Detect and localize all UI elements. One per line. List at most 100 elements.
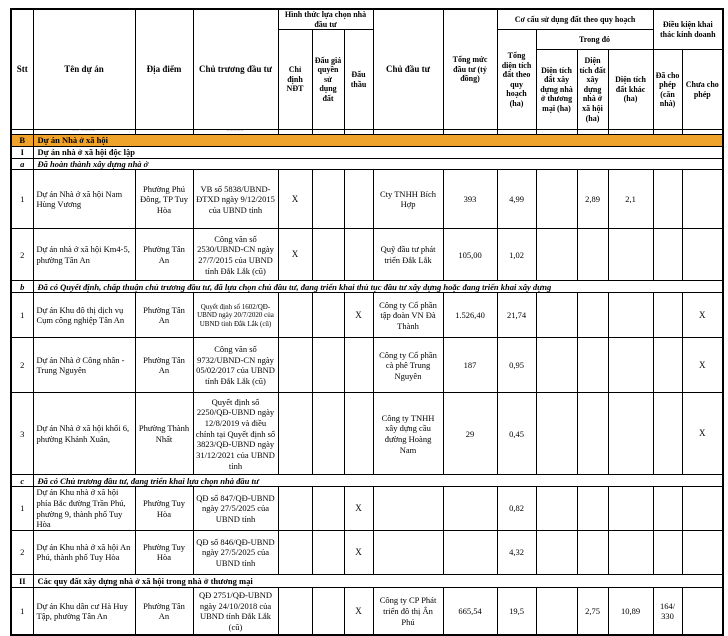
cell-project-name: Dự án Khu đô thị dịch vụ Cụm công nghiệp…: [32, 292, 136, 339]
cell-total-investment: 105,00: [442, 228, 498, 282]
header-total-investment: Tổng mức đầu tư (tỷ đồng): [442, 8, 498, 131]
cell-allowed: [652, 337, 683, 394]
cell-land-auction: [311, 169, 345, 230]
cell-land-total: 1,02: [496, 228, 537, 282]
project-row: 1 Dự án Khu đô thị dịch vụ Cụm công nghi…: [10, 292, 724, 339]
header-direct-assignment: Chỉ định NĐT: [277, 29, 313, 131]
cell-investor: Quỹ đầu tư phát triển Đắk Lắk: [372, 228, 444, 282]
cell-land-commercial: [535, 169, 578, 230]
cell-project-name: Dự án Khu dân cư Hà Huy Tập, phường Tân …: [32, 586, 136, 636]
cell-policy: VB số 5838/UBND-ĐTXD ngày 9/12/2015 của …: [192, 169, 279, 230]
header-selection-form-group: Hình thức lựa chọn nhà đầu tư: [277, 8, 374, 31]
cell-land-total: 0,45: [496, 392, 537, 476]
cell-bidding: X: [343, 292, 374, 339]
cell-not-allowed: X: [681, 337, 724, 394]
cell-land-total: 21,74: [496, 292, 537, 339]
section-stt: c: [10, 474, 34, 488]
cell-land-total: 19,5: [496, 586, 537, 636]
cell-location: Phường Thành Nhất: [134, 392, 194, 476]
cell-location: Phường Tân An: [134, 228, 194, 282]
cell-project-name: Dự án Khu nhà ở xã hội An Phú, thành phố…: [32, 529, 136, 575]
cell-project-name: Dự án Khu nhà ở xã hội phía Bắc đường Tr…: [32, 486, 136, 531]
cell-land-commercial: [535, 392, 578, 476]
cell-stt: 1: [10, 586, 34, 636]
cell-allowed: [652, 529, 683, 575]
project-row: 1 Dự án Khu dân cư Hà Huy Tập, phường Tâ…: [10, 586, 724, 636]
cell-total-investment: 665,54: [442, 586, 498, 636]
cell-land-commercial: [535, 337, 578, 394]
cell-policy: Quyết định số 1602/QĐ-UBND ngày 20/7/202…: [192, 292, 279, 339]
cell-policy: QĐ 2751/QĐ-UBND ngày 24/10/2018 của UBND…: [192, 586, 279, 636]
cell-not-allowed: [681, 486, 724, 531]
cell-bidding: X: [343, 586, 374, 636]
section-label: Dự án Nhà ở xã hội: [32, 134, 724, 148]
header-of-which: Trong đó: [535, 29, 654, 51]
cell-location: Phường Tân An: [134, 586, 194, 636]
cell-land-auction: [311, 337, 345, 394]
cell-not-allowed: [681, 586, 724, 636]
cell-direct-assignment: [277, 586, 313, 636]
header-stt: Stt: [10, 8, 34, 131]
project-row: 2 Dự án Nhà ở Công nhân - Trung Nguyên P…: [10, 337, 724, 394]
cell-project-name: Dự án Nhà ở xã hội khối 6, phường Khánh …: [32, 392, 136, 476]
cell-investor: Công ty TNHH xây dựng cầu đường Hoàng Na…: [372, 392, 444, 476]
cell-direct-assignment: [277, 337, 313, 394]
cell-not-allowed: [681, 228, 724, 282]
section-stt: b: [10, 280, 34, 294]
header-bidding: Đấu thầu: [343, 29, 374, 131]
cell-bidding: [343, 228, 374, 282]
section-label: Đã hoàn thành xây dựng nhà ở: [32, 157, 724, 171]
cell-land-other: [607, 529, 654, 575]
cell-bidding: [343, 392, 374, 476]
section-label: Dự án nhà ở xã hội độc lập: [32, 146, 724, 159]
section-row-c: c Đã có Chủ trương đầu tư, đang triển kh…: [10, 474, 724, 488]
cell-location: Phường Tuy Hòa: [134, 529, 194, 575]
cell-stt: 2: [10, 337, 34, 394]
cell-land-commercial: [535, 228, 578, 282]
cell-land-other: [607, 486, 654, 531]
section-stt: B: [10, 134, 34, 148]
cell-land-other: [607, 228, 654, 282]
cell-policy: QĐ số 846/QĐ-UBND ngày 27/5/2025 của UBN…: [192, 529, 279, 575]
cell-allowed: [652, 486, 683, 531]
section-stt: I: [10, 146, 34, 159]
cell-investor: [372, 529, 444, 575]
cell-stt: 1: [10, 292, 34, 339]
cell-location: Phường Tân An: [134, 292, 194, 339]
cell-allowed: 164/ 330: [652, 586, 683, 636]
header-project-name: Tên dự án: [32, 8, 136, 131]
header-investment-policy: Chủ trương đầu tư: [192, 8, 279, 131]
cell-land-social: [576, 292, 609, 339]
cell-direct-assignment: X: [277, 228, 313, 282]
cell-total-investment: [442, 529, 498, 575]
cell-allowed: [652, 392, 683, 476]
cell-stt: 1: [10, 486, 34, 531]
cell-land-commercial: [535, 529, 578, 575]
section-stt: a: [10, 157, 34, 171]
cell-land-total: 4,99: [496, 169, 537, 230]
cell-location: Phường Tuy Hòa: [134, 486, 194, 531]
cell-land-other: [607, 337, 654, 394]
header-land-social: Diện tích đất xây dựng nhà ở xã hội (ha): [576, 49, 609, 131]
cell-direct-assignment: [277, 486, 313, 531]
cell-land-auction: [311, 529, 345, 575]
cell-direct-assignment: [277, 529, 313, 575]
cell-bidding: X: [343, 486, 374, 531]
cell-bidding: X: [343, 529, 374, 575]
cell-project-name: Dự án nhà ở xã hội Km4-5, phường Tân An: [32, 228, 136, 282]
section-row-B: B Dự án Nhà ở xã hội: [10, 134, 724, 148]
header-location: Địa điểm: [134, 8, 194, 131]
cell-land-other: 10,89: [607, 586, 654, 636]
cell-land-other: [607, 292, 654, 339]
cell-total-investment: 187: [442, 337, 498, 394]
cell-land-auction: [311, 586, 345, 636]
header-business-condition-group: Điều kiện khai thác kinh doanh: [652, 8, 724, 51]
cell-policy: Công văn số 9732/UBND-CN ngày 05/02/2017…: [192, 337, 279, 394]
header-row-groups: Stt Tên dự án Địa điểm Chủ trương đầu tư…: [10, 8, 724, 131]
housing-projects-table: Stt Tên dự án Địa điểm Chủ trương đầu tư…: [10, 8, 725, 636]
cell-investor: Công ty Cổ phần cà phê Trung Nguyên: [372, 337, 444, 394]
cell-investor: [372, 486, 444, 531]
section-row-a: a Đã hoàn thành xây dựng nhà ở: [10, 157, 724, 171]
section-row-II: II Các quy đất xây dựng nhà ở xã hội tro…: [10, 573, 724, 588]
header-row-leaf: Diện tích đất xây dựng nhà ở thương mại …: [11, 49, 724, 131]
